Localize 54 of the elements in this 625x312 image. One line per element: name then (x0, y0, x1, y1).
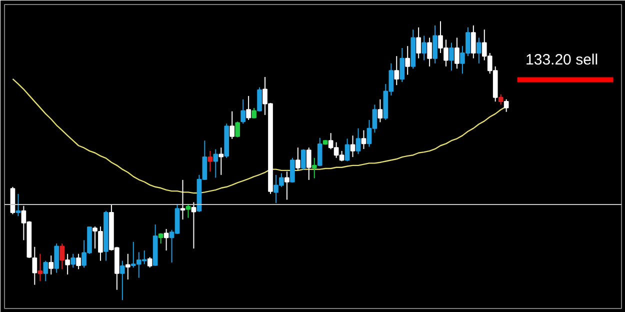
candlestick (427, 37, 432, 67)
candlestick (449, 42, 454, 72)
candlestick (38, 253, 43, 282)
candlestick (356, 128, 361, 154)
candlestick (296, 147, 300, 170)
candlestick (147, 256, 152, 268)
candlestick (213, 148, 218, 178)
candlestick (218, 147, 224, 176)
candlestick (191, 202, 196, 250)
candlestick (394, 56, 400, 86)
candlestick (10, 186, 16, 215)
candlestick (65, 253, 70, 275)
candlestick (54, 243, 60, 274)
candlestick (476, 37, 482, 64)
candlestick (317, 137, 322, 167)
candlestick (246, 95, 251, 120)
candlestick (422, 35, 426, 61)
candlestick (125, 253, 130, 280)
candlestick (230, 110, 235, 140)
candlestick (416, 26, 421, 59)
candlestick (361, 130, 366, 150)
candlestick (76, 253, 81, 270)
candlestick (378, 98, 383, 123)
candlestick (300, 148, 306, 170)
candlestick (60, 243, 65, 270)
candlestick (350, 135, 356, 158)
candlestick (290, 157, 295, 183)
candlestick (164, 228, 169, 251)
candlestick (208, 150, 213, 172)
candlestick (454, 37, 460, 70)
candlestick (252, 107, 256, 119)
candlestick (235, 121, 240, 138)
candlestick (16, 193, 21, 217)
candlestick (312, 157, 317, 179)
candlestick (257, 86, 262, 112)
candlestick (471, 24, 476, 59)
candlestick (400, 48, 405, 83)
candlestick (186, 204, 191, 218)
candlestick (284, 171, 290, 200)
candlestick (70, 253, 76, 268)
candlestick (158, 232, 164, 244)
candlestick (240, 98, 246, 124)
candlestick (306, 147, 312, 180)
candlestick (344, 138, 350, 162)
candlestick (48, 255, 54, 275)
ref-line-label: 133.20 sell (526, 52, 598, 69)
candlestick (432, 24, 438, 64)
candlestick (32, 246, 38, 286)
candlestick (504, 98, 509, 112)
candlestick (405, 46, 410, 76)
candlestick (43, 260, 48, 282)
candlestick (498, 94, 504, 106)
candlestick (180, 179, 186, 220)
candlestick (120, 260, 125, 301)
